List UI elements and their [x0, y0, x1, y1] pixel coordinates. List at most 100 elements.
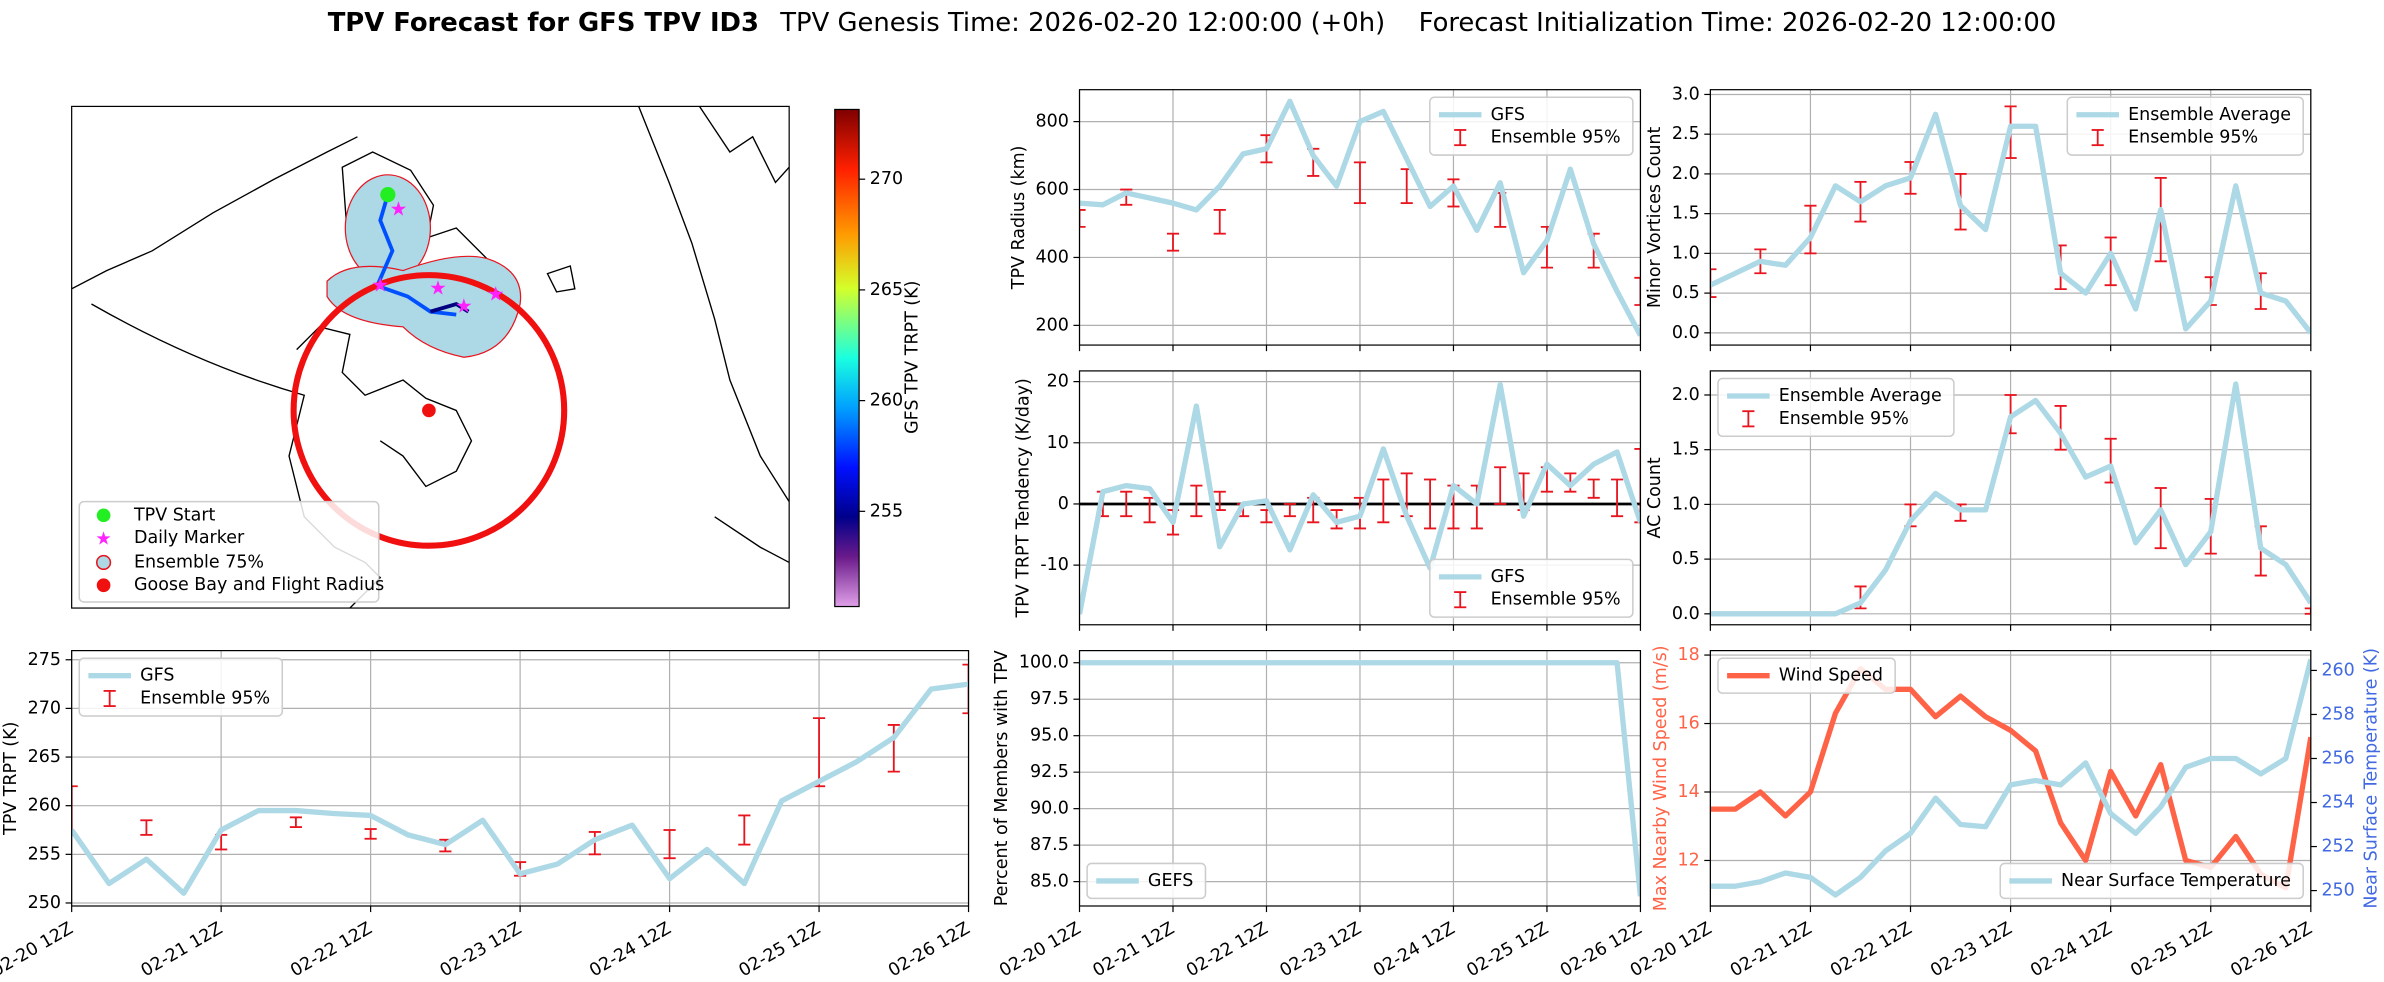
y-tick-label: 2.0 [1672, 164, 1700, 184]
series-line [1710, 381, 2311, 617]
legend: Ensemble Average Ensemble 95% [1717, 377, 1955, 438]
y-tick-label: 200 [1036, 315, 1069, 335]
daily-marker: ★ [371, 273, 389, 296]
y-tick-label: 0.5 [1672, 283, 1700, 303]
daily-marker: ★ [390, 197, 408, 220]
legend-box [1086, 862, 1207, 900]
x-tick-label: 02-23 12Z [1927, 919, 2015, 982]
y-axis-label: TPV TRPT (K) [1, 722, 21, 836]
y2-tick-label: 260 [2321, 660, 2354, 680]
legend-box [1999, 862, 2304, 900]
x-tick-label: 02-21 12Z [1090, 919, 1178, 982]
coast [296, 326, 473, 488]
y-tick-label: 10 [1047, 433, 1069, 453]
y-tick-label: 265 [28, 747, 61, 767]
y-tick-label: 1.5 [1672, 204, 1700, 224]
x-tick-label: 02-22 12Z [287, 919, 375, 982]
colorbar-tick-label: 255 [870, 501, 903, 521]
x-tick-label: 02-23 12Z [437, 919, 525, 982]
x-tick-label: 02-24 12Z [586, 919, 674, 982]
y2-axis-label: Near Surface Temperature (K) [2362, 648, 2382, 909]
panel: 02-20 12Z 02-21 12Z 02-22 12Z 02-23 12Z 02-2… [0, 650, 974, 982]
coast [714, 516, 790, 564]
legend-marker [96, 578, 111, 593]
series-line [1079, 660, 1641, 897]
y-tick-label: 250 [28, 893, 61, 913]
legend-marker [95, 554, 112, 571]
y-tick-label: 400 [1036, 247, 1069, 267]
y-tick-label: 100.0 [1019, 653, 1069, 673]
legend: Near Surface Temperature [1999, 862, 2304, 900]
y-tick-label: 0 [1058, 494, 1069, 514]
x-tick-label: 02-23 12Z [1277, 919, 1365, 982]
axes-frame [1078, 650, 1642, 907]
legend: GEFS [1086, 862, 1207, 900]
legend-box [1429, 558, 1634, 618]
legend-label: GFS [140, 666, 174, 686]
panel: 200 400 600 800 TPV Radius (km) GFS Ensemble 9… [1009, 89, 1642, 352]
legend: Ensemble Average Ensemble 95% [2066, 96, 2304, 156]
series-line [1079, 382, 1641, 615]
legend-box [1717, 657, 1896, 694]
x-tick-label: 02-24 12Z [1370, 919, 1458, 982]
coastlines: ★ ★ ★ ★ ★ [71, 106, 790, 609]
axes-frame [1078, 89, 1642, 346]
legend-label: Ensemble 95% [2128, 128, 2258, 148]
y-tick-label: 0.5 [1672, 549, 1700, 569]
y-tick-label: 87.5 [1030, 835, 1069, 855]
plot-area [1710, 105, 2311, 335]
y-tick-label: 97.5 [1030, 689, 1069, 709]
legend-label: GEFS [1148, 871, 1193, 891]
plot-area [1710, 381, 2311, 617]
y-tick-label: 270 [28, 698, 61, 718]
map: ★ ★ ★ ★ ★ ★ TPV Start Daily Marker Ensem… [71, 105, 922, 609]
x-tick-label: 02-26 12Z [885, 919, 973, 982]
plot-area [1079, 98, 1641, 337]
y-tick-label: 92.5 [1030, 762, 1069, 782]
legend: Wind Speed [1717, 657, 1896, 694]
series-line [1079, 98, 1641, 337]
legend-box [2066, 96, 2304, 156]
x-tick-label: 02-20 12Z [0, 919, 77, 982]
y-tick-label: -10 [1040, 555, 1069, 575]
coast [698, 106, 790, 184]
suptitle: TPV Forecast for GFS TPV ID3 TPV Genesis … [328, 7, 2057, 37]
legend-label: GFS [1491, 105, 1525, 125]
x-tick-label: 02-21 12Z [138, 919, 226, 982]
legend-box [78, 500, 380, 603]
axes-frame [1078, 370, 1642, 626]
y-tick-label: 0.0 [1672, 604, 1700, 624]
x-tick-label: 02-22 12Z [1183, 919, 1271, 982]
coast [546, 265, 576, 293]
map-frame [71, 105, 790, 609]
x-tick-label: 02-25 12Z [1464, 919, 1552, 982]
legend-box [78, 657, 284, 717]
y-tick-label: 95.0 [1030, 726, 1069, 746]
legend-label: Ensemble 95% [140, 688, 270, 708]
y-tick-label: 600 [1036, 180, 1069, 200]
init-time: Forecast Initialization Time: 2026-02-20… [1419, 7, 2057, 37]
map-legend: ★ TPV Start Daily Marker Ensemble 75% Go… [78, 500, 384, 603]
x-tick-label: 02-25 12Z [2127, 919, 2215, 982]
goose-bay [422, 403, 436, 418]
y-axis-label: AC Count [1645, 457, 1665, 538]
panel: -10 0 10 20 TPV TRPT Tendency (K/day) GFS Ense… [1014, 370, 1642, 631]
y-tick-label: 275 [28, 650, 61, 670]
colorbar-tick-label: 270 [870, 169, 903, 189]
plot-area [1079, 660, 1641, 897]
axes-frame [1709, 89, 2312, 346]
daily-marker: ★ [455, 295, 473, 318]
y-tick-label: 1.0 [1672, 243, 1700, 263]
series-line [1710, 658, 2311, 898]
daily-marker: ★ [429, 276, 447, 299]
x-tick-label: 02-21 12Z [1727, 919, 1815, 982]
colorbar-label: GFS TPV TRPT (K) [902, 281, 922, 434]
legend-label: Ensemble Average [2128, 105, 2291, 125]
y-tick-label: 2.0 [1672, 385, 1700, 405]
y-axis-label: Percent of Members with TPV [992, 650, 1012, 906]
plot-area [71, 663, 969, 896]
daily-markers: ★ ★ ★ ★ ★ [371, 197, 504, 317]
